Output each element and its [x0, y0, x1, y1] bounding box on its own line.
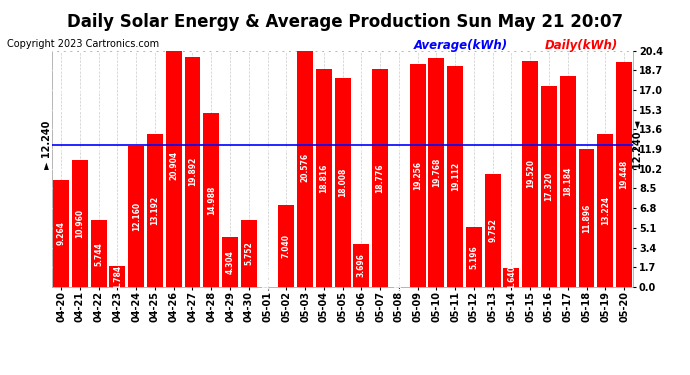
Bar — [428, 58, 444, 287]
Bar — [184, 57, 201, 287]
Text: 14.988: 14.988 — [207, 185, 216, 215]
Text: Copyright 2023 Cartronics.com: Copyright 2023 Cartronics.com — [7, 39, 159, 50]
Text: 20.576: 20.576 — [301, 153, 310, 182]
Bar — [522, 61, 538, 287]
Bar — [560, 76, 575, 287]
Text: 13.192: 13.192 — [150, 196, 159, 225]
Bar — [316, 69, 332, 287]
Text: 1.640: 1.640 — [507, 266, 516, 290]
Text: 19.520: 19.520 — [526, 159, 535, 188]
Text: 19.112: 19.112 — [451, 162, 460, 191]
Bar — [166, 45, 181, 287]
Text: 19.768: 19.768 — [432, 158, 441, 187]
Text: 19.256: 19.256 — [413, 161, 422, 190]
Text: Daily Solar Energy & Average Production Sun May 21 20:07: Daily Solar Energy & Average Production … — [67, 13, 623, 31]
Bar — [110, 266, 126, 287]
Bar — [147, 134, 163, 287]
Bar — [278, 206, 294, 287]
Bar — [241, 220, 257, 287]
Text: 18.776: 18.776 — [375, 164, 384, 193]
Text: 5.752: 5.752 — [244, 242, 253, 266]
Bar — [204, 113, 219, 287]
Text: 5.744: 5.744 — [94, 242, 104, 266]
Text: 12.240 ◄: 12.240 ◄ — [633, 121, 643, 169]
Text: 18.184: 18.184 — [563, 167, 572, 196]
Text: Daily(kWh): Daily(kWh) — [545, 39, 618, 53]
Text: 20.904: 20.904 — [169, 151, 178, 180]
Text: 19.448: 19.448 — [620, 160, 629, 189]
Text: 1.784: 1.784 — [113, 264, 122, 289]
Bar — [410, 64, 426, 287]
Text: 11.896: 11.896 — [582, 203, 591, 232]
Bar — [53, 180, 69, 287]
Text: 5.196: 5.196 — [469, 245, 478, 268]
Text: 10.960: 10.960 — [75, 209, 84, 238]
Bar — [353, 244, 369, 287]
Text: 7.040: 7.040 — [282, 234, 290, 258]
Bar — [447, 66, 463, 287]
Text: 13.224: 13.224 — [601, 196, 610, 225]
Text: 17.320: 17.320 — [544, 172, 553, 201]
Text: 12.160: 12.160 — [132, 202, 141, 231]
Text: 18.008: 18.008 — [338, 168, 347, 197]
Bar — [335, 78, 351, 287]
Text: 4.304: 4.304 — [226, 250, 235, 274]
Bar — [541, 86, 557, 287]
Bar — [372, 69, 388, 287]
Bar — [598, 134, 613, 287]
Bar — [90, 220, 107, 287]
Text: 19.892: 19.892 — [188, 157, 197, 186]
Bar — [297, 49, 313, 287]
Bar — [222, 237, 238, 287]
Bar — [72, 160, 88, 287]
Bar — [616, 62, 632, 287]
Text: 0.016: 0.016 — [395, 266, 404, 290]
Text: 3.696: 3.696 — [357, 254, 366, 278]
Bar — [578, 149, 595, 287]
Text: 9.752: 9.752 — [489, 219, 497, 242]
Bar — [128, 146, 144, 287]
Text: 0.000: 0.000 — [263, 266, 272, 290]
Bar — [504, 268, 520, 287]
Bar — [466, 227, 482, 287]
Text: 18.816: 18.816 — [319, 163, 328, 193]
Text: Average(kWh): Average(kWh) — [414, 39, 508, 53]
Text: ► 12.240: ► 12.240 — [42, 121, 52, 169]
Text: 9.264: 9.264 — [57, 221, 66, 245]
Bar — [484, 174, 501, 287]
